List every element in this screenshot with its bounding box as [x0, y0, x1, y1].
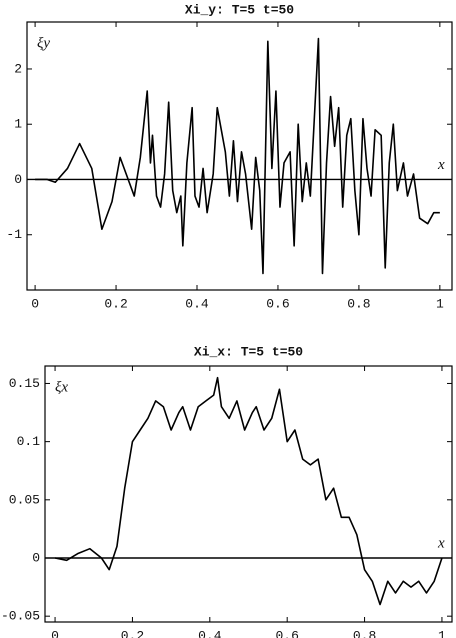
chart-title: Xi_x: T=5 t=50	[194, 344, 303, 359]
chart-title: Xi_y: T=5 t=50	[185, 2, 294, 17]
x-tick-label: 0.8	[353, 628, 376, 638]
data-line	[54, 376, 443, 606]
y-axis-label: ξx	[55, 379, 68, 395]
x-tick-label: 0.8	[347, 296, 370, 311]
x-tick-label: 1	[436, 296, 444, 311]
plot-frame	[26, 21, 453, 291]
y-axis-label: ξy	[37, 35, 50, 51]
x-tick-label: 0.6	[266, 296, 289, 311]
x-tick-label: 1	[438, 628, 446, 638]
x-axis-label: x	[437, 157, 445, 173]
x-axis-label: x	[437, 535, 445, 551]
plot-frame	[44, 365, 453, 623]
y-tick-label: 0.05	[9, 492, 40, 507]
data-line	[35, 37, 440, 275]
y-tick-label: 1	[14, 117, 22, 132]
x-tick-label: 0.4	[185, 296, 209, 311]
x-tick-label: 0	[51, 628, 59, 638]
y-tick-label: -0.05	[1, 609, 40, 624]
y-tick-label: 0.15	[9, 376, 40, 391]
y-tick-label: 0	[14, 172, 22, 187]
x-tick-label: 0.6	[275, 628, 298, 638]
x-tick-label: 0.2	[104, 296, 127, 311]
x-tick-label: 0	[31, 296, 39, 311]
x-tick-label: 0.4	[198, 628, 222, 638]
x-tick-label: 0.2	[121, 628, 144, 638]
y-tick-label: 0.1	[17, 434, 41, 449]
y-tick-label: -1	[6, 227, 22, 242]
y-tick-label: 0	[32, 550, 40, 565]
y-tick-label: 2	[14, 61, 22, 76]
